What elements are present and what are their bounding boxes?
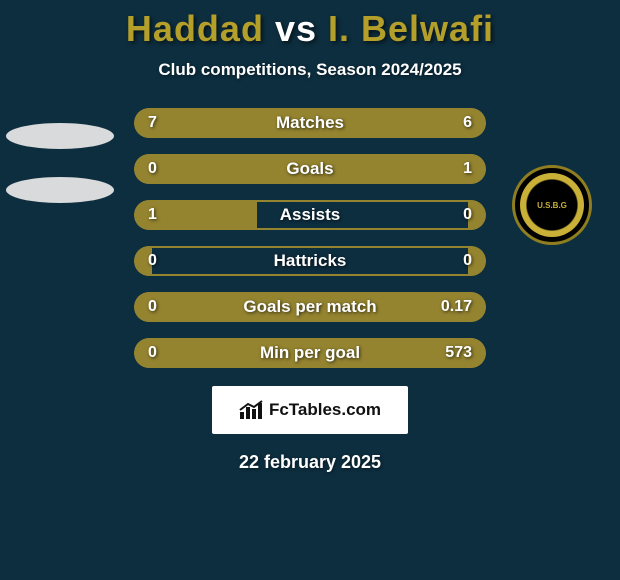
stat-value-left: 1	[148, 200, 157, 230]
stat-value-right: 1	[463, 154, 472, 184]
left-player-badge	[6, 115, 116, 225]
vs-text: vs	[275, 8, 317, 49]
stat-fill-left	[134, 154, 187, 184]
subtitle: Club competitions, Season 2024/2025	[0, 60, 620, 80]
stat-fill-left	[134, 108, 324, 138]
stats-container: 76Matches01Goals10Assists00Hattricks00.1…	[134, 108, 486, 368]
stat-value-right: 0	[463, 200, 472, 230]
comparison-date: 22 february 2025	[0, 452, 620, 473]
stat-value-left: 0	[148, 292, 157, 322]
stat-row: 10Assists	[134, 200, 486, 230]
header: Haddad vs I. Belwafi Club competitions, …	[0, 0, 620, 80]
brand-text: FcTables.com	[269, 400, 381, 420]
stat-value-right: 0	[463, 246, 472, 276]
ellipse-placeholder-icon	[6, 123, 114, 149]
stat-value-right: 6	[463, 108, 472, 138]
stat-fill-right	[324, 108, 486, 138]
player2-name: I. Belwafi	[328, 8, 494, 49]
stat-fill-right	[152, 338, 486, 368]
stat-value-right: 573	[445, 338, 472, 368]
stat-row: 0573Min per goal	[134, 338, 486, 368]
stat-value-left: 0	[148, 154, 157, 184]
stat-track	[134, 246, 486, 276]
ellipse-placeholder-icon	[6, 177, 114, 203]
club-crest-label: U.S.B.G	[520, 173, 584, 237]
comparison-title: Haddad vs I. Belwafi	[0, 8, 620, 50]
stat-row: 01Goals	[134, 154, 486, 184]
stat-value-left: 0	[148, 246, 157, 276]
stat-row: 76Matches	[134, 108, 486, 138]
stat-fill-right	[187, 154, 486, 184]
stat-row: 00Hattricks	[134, 246, 486, 276]
stat-value-left: 0	[148, 338, 157, 368]
stat-value-left: 7	[148, 108, 157, 138]
club-crest-icon: U.S.B.G	[512, 165, 592, 245]
player1-name: Haddad	[126, 8, 264, 49]
brand-chart-icon	[239, 400, 263, 420]
right-player-badge: U.S.B.G	[504, 165, 614, 275]
stat-value-right: 0.17	[441, 292, 472, 322]
brand-badge[interactable]: FcTables.com	[212, 386, 408, 434]
stat-fill-right	[152, 292, 486, 322]
stat-row: 00.17Goals per match	[134, 292, 486, 322]
